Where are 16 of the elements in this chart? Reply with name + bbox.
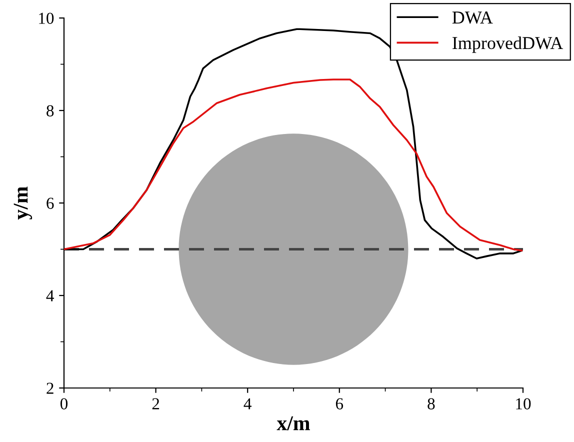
- x-axis-title: x/m: [276, 416, 310, 430]
- x-tick-label: 8: [428, 398, 435, 410]
- y-axis-title: y/m: [14, 186, 32, 220]
- y-tick-label: 10: [39, 12, 54, 24]
- x-tick-label: 6: [336, 398, 344, 410]
- line-series: [64, 78, 523, 252]
- y-tick-label: 4: [46, 290, 54, 302]
- legend-label: ImprovedDWA: [452, 36, 564, 53]
- x-tick-label: 0: [60, 398, 68, 410]
- legend-label: DWA: [452, 12, 493, 24]
- x-tick-label: 10: [516, 398, 531, 410]
- x-tick-label: 4: [244, 398, 252, 410]
- x-tick-label: 2: [152, 398, 160, 410]
- y-tick-label: 8: [46, 105, 54, 116]
- y-tick-label: 6: [46, 198, 54, 209]
- y-tick-label: 2: [46, 382, 54, 394]
